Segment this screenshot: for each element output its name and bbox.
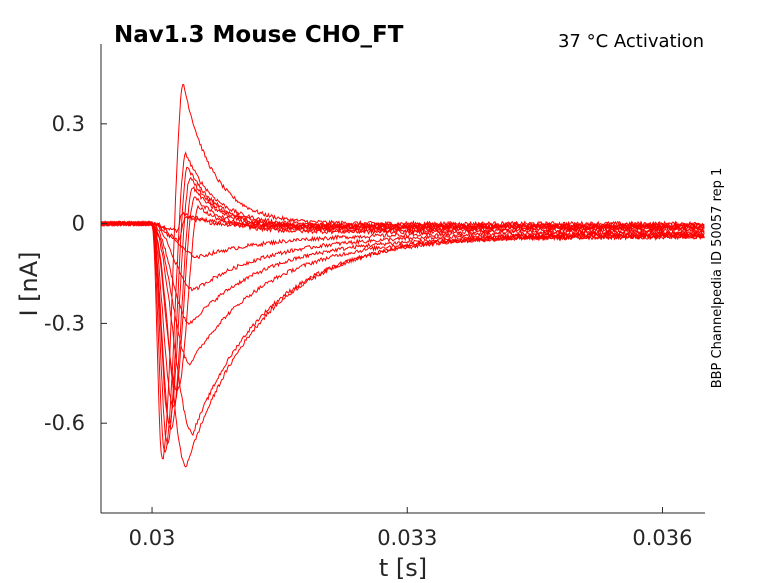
y-tick-label: -0.6 (44, 411, 85, 435)
current-trace-7 (100, 185, 705, 430)
current-trace-15 (100, 220, 705, 260)
y-tick-label: -0.3 (44, 311, 85, 335)
x-tick-label: 0.036 (632, 526, 692, 550)
x-tick-label: 0.033 (377, 526, 437, 550)
current-trace-10 (100, 220, 705, 468)
current-trace-13 (100, 220, 705, 325)
current-trace-6 (100, 176, 705, 424)
chart-title: Nav1.3 Mouse CHO_FT (114, 22, 404, 48)
y-tick-label: 0 (72, 212, 85, 236)
current-trace-4 (100, 151, 705, 453)
current-trace-14 (100, 220, 705, 292)
x-tick-label: 0.03 (129, 526, 176, 550)
y-tick-label: 0.3 (52, 112, 85, 136)
chart-subtitle: 37 °C Activation (558, 31, 704, 52)
traces-layer (100, 84, 705, 468)
current-trace-3 (100, 84, 705, 460)
current-trace-8 (100, 196, 705, 410)
source-side-label: BBP Channelpedia ID 50057 rep 1 (710, 168, 725, 389)
x-axis-label: t [s] (379, 554, 427, 582)
y-axis-label: I [nA] (15, 251, 43, 316)
current-trace-12 (100, 220, 705, 366)
ticks-layer: 0.03 0.033 0.036 0.3 0 -0.3 -0.6 (44, 112, 693, 550)
